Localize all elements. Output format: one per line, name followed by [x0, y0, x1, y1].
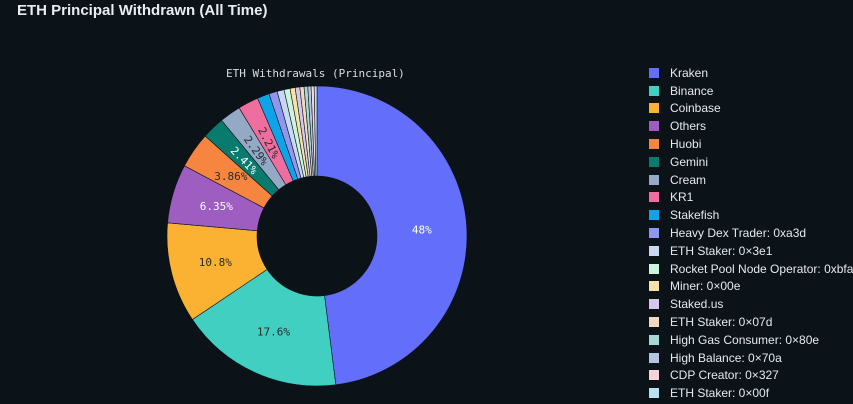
slice-data-label: 6.35%: [200, 200, 233, 213]
legend-swatch: [649, 334, 659, 345]
legend-label: Huobi: [670, 137, 702, 152]
legend-label: Kraken: [670, 65, 709, 80]
legend-swatch: [649, 103, 659, 114]
legend-swatch: [649, 317, 659, 328]
legend-swatch: [649, 388, 659, 399]
legend-swatch: [649, 245, 659, 256]
legend-swatch: [649, 121, 659, 132]
legend-item[interactable]: Kraken: [649, 64, 853, 82]
legend-label: KR1: [670, 190, 694, 205]
legend-swatch: [649, 370, 659, 381]
legend-swatch: [649, 228, 659, 239]
legend-swatch: [649, 210, 659, 221]
legend-item[interactable]: ETH Staker: 0×00f: [649, 384, 853, 402]
panel-title: ETH Principal Withdrawn (All Time): [17, 2, 268, 19]
legend-item[interactable]: Heavy Dex Trader: 0xa3d: [649, 224, 853, 242]
chart-title: ETH Withdrawals (Principal): [226, 67, 405, 80]
legend-item[interactable]: Huobi: [649, 135, 853, 153]
legend-label: ETH Staker: 0×3e1: [670, 243, 773, 258]
legend-label: CDP Creator: 0×327: [670, 368, 779, 383]
legend: Kraken Binance Coinbase Others Huobi Gemini Cr…: [649, 64, 853, 404]
slice-data-label: 48%: [412, 223, 432, 236]
slice-data-label: 17.6%: [257, 326, 290, 339]
legend-swatch: [649, 281, 659, 292]
legend-item[interactable]: Stakefish: [649, 206, 853, 224]
slice-eth-staker-0-00f[interactable]: [313, 85, 318, 177]
legend-label: Binance: [670, 83, 714, 98]
legend-swatch: [649, 192, 659, 203]
legend-item[interactable]: Rocket Pool Node Operator: 0xbfa: [649, 260, 853, 278]
legend-label: ETH Staker: 0×00f: [670, 386, 770, 401]
legend-item[interactable]: ETH Staker: 0×07d: [649, 313, 853, 331]
legend-label: Coinbase: [670, 101, 721, 116]
legend-label: Stakefish: [670, 208, 720, 223]
legend-item[interactable]: Coinbase: [649, 100, 853, 118]
slice-data-label: 10.8%: [199, 256, 232, 269]
legend-item[interactable]: High Balance: 0×70a: [649, 349, 853, 367]
legend-item[interactable]: Staked.us: [649, 295, 853, 313]
legend-label: ETH Staker: 0×07d: [670, 315, 773, 330]
legend-item[interactable]: Others: [649, 117, 853, 135]
legend-swatch: [649, 263, 659, 274]
legend-item[interactable]: Binance: [649, 82, 853, 100]
legend-swatch: [649, 139, 659, 150]
legend-label: Gemini: [670, 154, 709, 169]
legend-item[interactable]: High Gas Consumer: 0×80e: [649, 331, 853, 349]
legend-swatch: [649, 299, 659, 310]
legend-label: Staked.us: [670, 297, 724, 312]
legend-swatch: [649, 85, 659, 96]
legend-label: Others: [670, 119, 707, 134]
legend-label: High Balance: 0×70a: [670, 350, 782, 365]
legend-swatch: [649, 352, 659, 363]
legend-item[interactable]: Gemini: [649, 153, 853, 171]
legend-item[interactable]: Miner: 0×00e: [649, 278, 853, 296]
legend-item[interactable]: KR1: [649, 189, 853, 207]
legend-label: High Gas Consumer: 0×80e: [670, 332, 820, 347]
legend-label: Miner: 0×00e: [670, 279, 741, 294]
legend-swatch: [649, 156, 659, 167]
legend-item[interactable]: ETH Staker: 0×3e1: [649, 242, 853, 260]
slice-data-label: 3.86%: [214, 170, 247, 183]
slice-kraken[interactable]: [316, 85, 468, 386]
slice-binance[interactable]: [191, 268, 337, 387]
legend-item[interactable]: Cream: [649, 171, 853, 189]
legend-swatch: [649, 67, 659, 78]
legend-label: Rocket Pool Node Operator: 0xbfa: [670, 261, 853, 276]
legend-label: Cream: [670, 172, 707, 187]
legend-item[interactable]: CDP Creator: 0×327: [649, 367, 853, 385]
legend-swatch: [649, 174, 659, 185]
legend-label: Heavy Dex Trader: 0xa3d: [670, 226, 807, 241]
